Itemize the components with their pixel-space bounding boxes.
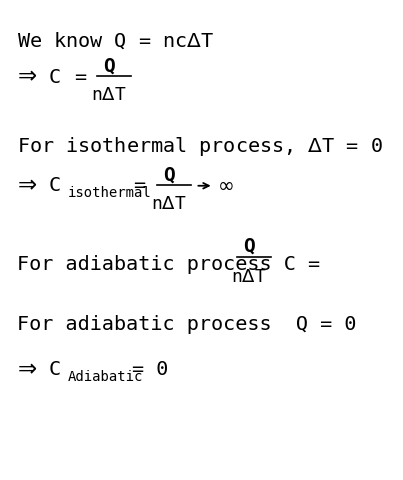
Text: n$\Delta$T: n$\Delta$T bbox=[91, 86, 127, 104]
Text: n$\Delta$T: n$\Delta$T bbox=[152, 195, 187, 213]
Text: = 0: = 0 bbox=[132, 360, 169, 379]
Text: ⇒: ⇒ bbox=[17, 66, 36, 89]
Text: isothermal: isothermal bbox=[68, 186, 152, 200]
Text: For adiabatic process  Q = 0: For adiabatic process Q = 0 bbox=[17, 314, 357, 334]
Text: We know Q = nc$\Delta$T: We know Q = nc$\Delta$T bbox=[17, 30, 214, 51]
Text: C: C bbox=[48, 176, 61, 195]
Text: C: C bbox=[48, 68, 61, 87]
Text: Q: Q bbox=[163, 166, 175, 184]
Text: n$\Delta$T: n$\Delta$T bbox=[231, 268, 267, 286]
Text: ⇒: ⇒ bbox=[17, 174, 36, 197]
Text: Q: Q bbox=[103, 57, 114, 76]
Text: $\infty$: $\infty$ bbox=[217, 176, 234, 195]
Text: Q: Q bbox=[243, 236, 255, 255]
Text: For isothermal process, $\Delta$T = 0: For isothermal process, $\Delta$T = 0 bbox=[17, 135, 383, 158]
Text: ⇒: ⇒ bbox=[17, 358, 36, 381]
Text: For adiabatic process C =: For adiabatic process C = bbox=[17, 255, 332, 274]
Text: =: = bbox=[74, 68, 86, 87]
Text: C: C bbox=[48, 360, 61, 379]
Text: =: = bbox=[133, 176, 145, 195]
Text: Adiabatic: Adiabatic bbox=[68, 370, 143, 384]
